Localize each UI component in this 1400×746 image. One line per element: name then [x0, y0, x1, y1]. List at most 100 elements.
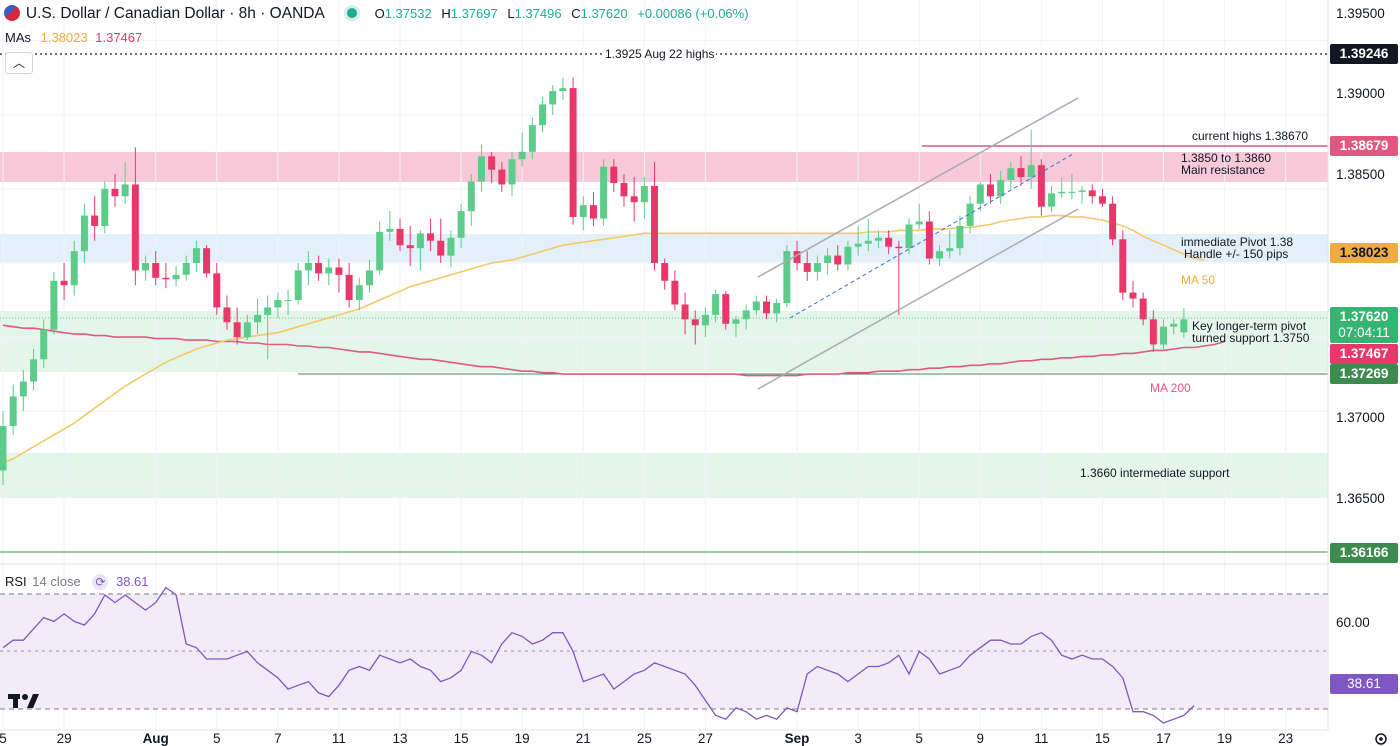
- candle-body-84: [854, 243, 862, 247]
- candle-body-11: [111, 188, 119, 197]
- candle-body-96: [976, 184, 984, 204]
- date-tick-10: 25: [636, 731, 652, 746]
- candle-body-99: [1007, 168, 1015, 180]
- candle-body-53: [539, 104, 547, 126]
- candle-body-70: [712, 294, 720, 315]
- price-tick-2: 1.39000: [1336, 86, 1385, 101]
- candle-body-89: [905, 224, 913, 249]
- annotation-pivot-2: Handle +/- 150 pips: [1184, 247, 1289, 261]
- date-tick-4: 7: [274, 731, 282, 746]
- candle-body-46: [467, 181, 475, 212]
- date-tick-13: 3: [854, 731, 862, 746]
- candle-body-38: [386, 228, 394, 232]
- candle-body-100: [1017, 168, 1025, 178]
- candle-body-14: [142, 262, 150, 271]
- annotation-aug22-highs: 1.3925 Aug 22 highs: [603, 47, 717, 61]
- candle-body-108: [1098, 196, 1106, 204]
- candle-body-105: [1068, 191, 1076, 193]
- price-label-lower: 1.36166: [1330, 543, 1398, 563]
- date-tick-6: 13: [392, 731, 408, 746]
- ma200-legend-value: 1.37467: [95, 30, 143, 45]
- candle-body-5: [50, 280, 58, 330]
- ma200-line: [2, 324, 1225, 377]
- collapse-legend-button[interactable]: ︿: [5, 52, 33, 74]
- candle-body-19: [192, 248, 200, 263]
- candle-body-50: [508, 159, 516, 185]
- date-tick-16: 11: [1034, 731, 1049, 746]
- annotation-ma200: MA 200: [1150, 381, 1191, 395]
- candle-body-91: [925, 221, 933, 259]
- intermediate-support-zone: [0, 453, 1328, 498]
- tradingview-logo: [8, 694, 39, 708]
- candle-body-1: [9, 396, 17, 427]
- annotation-key-pivot-2: turned support 1.3750: [1192, 331, 1310, 345]
- candle-body-31: [315, 262, 323, 274]
- candle-body-27: [274, 300, 282, 308]
- candle-body-72: [732, 319, 740, 324]
- rsi-legend-params: 14 close: [32, 574, 81, 589]
- candle-body-93: [946, 248, 954, 252]
- candle-body-4: [40, 329, 48, 360]
- candle-body-86: [874, 237, 882, 241]
- candle-body-103: [1048, 193, 1056, 207]
- candle-body-98: [997, 179, 1005, 197]
- date-tick-3: 5: [213, 731, 221, 746]
- candle-body-81: [824, 255, 832, 263]
- channel-mid-line: [789, 153, 1074, 319]
- candle-body-60: [610, 166, 618, 183]
- candle-body-85: [864, 240, 872, 244]
- symbol-header: U.S. Dollar / Canadian Dollar · 8h · OAN…: [4, 5, 749, 23]
- annotation-pivot-1: immediate Pivot 1.38: [1181, 235, 1294, 249]
- candle-body-3: [30, 359, 38, 382]
- candle-body-106: [1078, 190, 1086, 192]
- price-label-aug22-high: 1.39246: [1330, 44, 1398, 64]
- symbol-title[interactable]: U.S. Dollar / Canadian Dollar · 8h · OAN…: [25, 5, 325, 22]
- candle-body-33: [335, 267, 343, 275]
- price-label-ma50: 1.38023: [1330, 243, 1398, 263]
- rsi-tick-60: 60.00: [1336, 615, 1370, 630]
- candle-body-15: [152, 262, 160, 278]
- candle-body-13: [131, 184, 139, 271]
- resistance-zone: [0, 152, 1328, 182]
- candle-body-67: [681, 304, 689, 320]
- candle-body-16: [162, 277, 170, 280]
- date-tick-1: 29: [56, 731, 72, 746]
- price-label-last: 1.37620 07:04:11: [1330, 307, 1398, 343]
- rsi-legend-label: RSI: [5, 574, 27, 589]
- ma-legend[interactable]: MAs 1.38023 1.37467: [5, 30, 142, 45]
- candle-body-69: [701, 314, 709, 326]
- rsi-refresh-icon[interactable]: ⟳: [92, 574, 109, 590]
- candle-body-10: [101, 188, 109, 226]
- candle-body-57: [579, 205, 587, 218]
- candle-body-21: [213, 273, 221, 308]
- channel-lower-line: [757, 208, 1079, 390]
- annotation-current-highs: current highs 1.38670: [1192, 129, 1309, 143]
- settings-gear-icon[interactable]: [1375, 733, 1387, 745]
- candle-body-63: [640, 185, 648, 203]
- market-status-icon: [346, 8, 357, 18]
- candle-body-73: [742, 310, 750, 320]
- annotation-resistance-1: 1.3850 to 1.3860: [1181, 151, 1272, 165]
- date-tick-8: 19: [514, 731, 530, 746]
- date-tick-11: 27: [697, 731, 713, 746]
- candle-body-52: [528, 125, 536, 152]
- candle-body-76: [773, 303, 781, 314]
- date-tick-19: 19: [1217, 731, 1233, 746]
- candles: [0, 77, 1188, 486]
- candle-body-82: [834, 255, 842, 265]
- candle-body-75: [763, 301, 770, 314]
- key-pivot-zone: [0, 311, 1328, 372]
- candle-body-101: [1027, 165, 1035, 178]
- candle-body-88: [895, 246, 903, 249]
- date-tick-2: Aug: [142, 731, 169, 746]
- pivot-zone: [0, 234, 1328, 262]
- candle-body-42: [427, 233, 435, 241]
- rsi-line: [2, 586, 1195, 724]
- candle-body-59: [600, 166, 608, 219]
- bar-countdown: 07:04:11: [1338, 325, 1390, 340]
- rsi-legend[interactable]: RSI 14 close ⟳ 38.61: [5, 574, 149, 590]
- rsi-legend-value: 38.61: [115, 574, 149, 589]
- candle-body-114: [1160, 326, 1168, 345]
- date-tick-9: 21: [575, 731, 591, 746]
